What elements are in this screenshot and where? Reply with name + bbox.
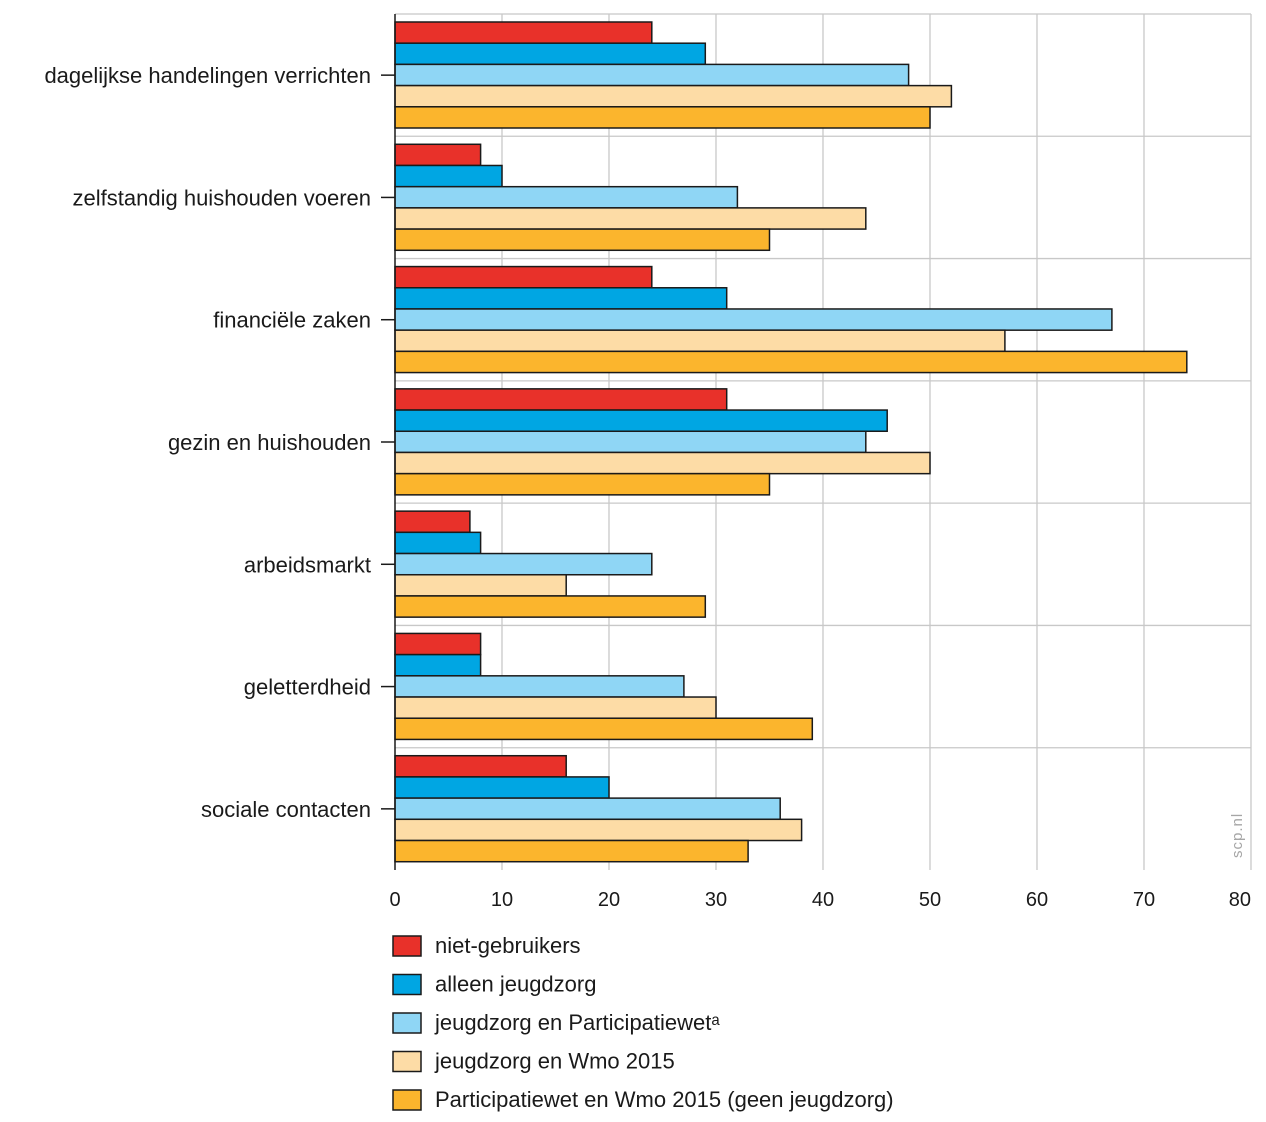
x-tick-label: 30 bbox=[705, 889, 727, 911]
bar bbox=[394, 84, 953, 108]
bar bbox=[394, 185, 739, 209]
bar bbox=[394, 531, 482, 555]
bar bbox=[394, 42, 707, 66]
bar bbox=[394, 754, 567, 778]
legend-label: Participatiewet en Wmo 2015 (geen jeugdz… bbox=[435, 1087, 894, 1112]
bar bbox=[394, 308, 1113, 331]
bar bbox=[394, 818, 803, 842]
bar bbox=[394, 430, 867, 454]
category-labels: dagelijkse handelingen verrichten zelfsta… bbox=[44, 63, 371, 822]
category-label: gezin en huishouden bbox=[168, 430, 371, 455]
category-label: zelfstandig huishouden voeren bbox=[73, 185, 371, 210]
bar bbox=[394, 207, 867, 230]
x-tick-label: 0 bbox=[389, 889, 400, 911]
legend-label: jeugdzorg en Participatiewetᵃ bbox=[434, 1010, 720, 1035]
legend-label: jeugdzorg en Wmo 2015 bbox=[434, 1049, 675, 1074]
legend-label: niet-gebruikers bbox=[435, 933, 581, 958]
legend-item: niet-gebruikers bbox=[392, 933, 581, 958]
x-tick-label: 10 bbox=[491, 889, 513, 911]
x-tick-label: 60 bbox=[1026, 889, 1048, 911]
bar bbox=[394, 143, 482, 167]
bar bbox=[394, 696, 717, 719]
x-tick-label: 70 bbox=[1133, 889, 1155, 911]
bar bbox=[394, 653, 482, 677]
legend-item: jeugdzorg en Participatiewetᵃ bbox=[392, 1010, 720, 1035]
bar bbox=[394, 717, 814, 741]
legend-swatch bbox=[392, 1089, 422, 1111]
bar bbox=[394, 776, 610, 799]
legend-item: jeugdzorg en Wmo 2015 bbox=[392, 1049, 675, 1074]
legend-item: Participatiewet en Wmo 2015 (geen jeugdz… bbox=[392, 1087, 894, 1112]
x-tick-label: 50 bbox=[919, 889, 941, 911]
bar bbox=[394, 595, 707, 618]
bar bbox=[394, 839, 749, 863]
x-tick-label: 80 bbox=[1229, 889, 1251, 911]
category-label: dagelijkse handelingen verrichten bbox=[44, 63, 371, 88]
legend-swatch bbox=[392, 1012, 422, 1034]
bar bbox=[394, 510, 471, 534]
x-tick-labels: 0 10 20 30 40 50 60 70 80 bbox=[389, 889, 1251, 911]
legend-label: alleen jeugdzorg bbox=[435, 972, 596, 997]
category-label: arbeidsmarkt bbox=[244, 552, 371, 577]
bar bbox=[394, 106, 931, 129]
bar bbox=[394, 797, 781, 821]
x-tick-label: 20 bbox=[598, 889, 620, 911]
x-tick-label: 40 bbox=[812, 889, 834, 911]
gridlines bbox=[395, 13, 1252, 870]
bar bbox=[394, 164, 503, 188]
bar bbox=[394, 350, 1188, 374]
legend-swatch bbox=[392, 935, 422, 957]
legend-swatch bbox=[392, 973, 422, 996]
watermark: scp.nl bbox=[1229, 813, 1246, 858]
bar bbox=[394, 675, 685, 698]
bar bbox=[394, 329, 1006, 353]
bar bbox=[394, 632, 482, 656]
bar bbox=[394, 265, 653, 289]
bar bbox=[394, 287, 728, 310]
bar bbox=[394, 63, 910, 87]
bar bbox=[394, 573, 567, 597]
category-label: geletterdheid bbox=[244, 675, 371, 700]
legend-item: alleen jeugdzorg bbox=[392, 972, 596, 997]
bar bbox=[394, 409, 888, 433]
bar bbox=[394, 451, 931, 475]
bar bbox=[394, 21, 653, 44]
bar bbox=[394, 228, 771, 252]
category-label: financiële zaken bbox=[213, 308, 371, 333]
legend: niet-gebruikers alleen jeugdzorg jeugdzorg… bbox=[392, 933, 894, 1112]
legend-swatch bbox=[392, 1050, 422, 1073]
bar bbox=[394, 388, 728, 411]
bar bbox=[394, 472, 771, 496]
category-label: sociale contacten bbox=[201, 797, 371, 822]
bar bbox=[394, 552, 653, 576]
axes bbox=[381, 14, 396, 870]
bars bbox=[394, 21, 1188, 863]
